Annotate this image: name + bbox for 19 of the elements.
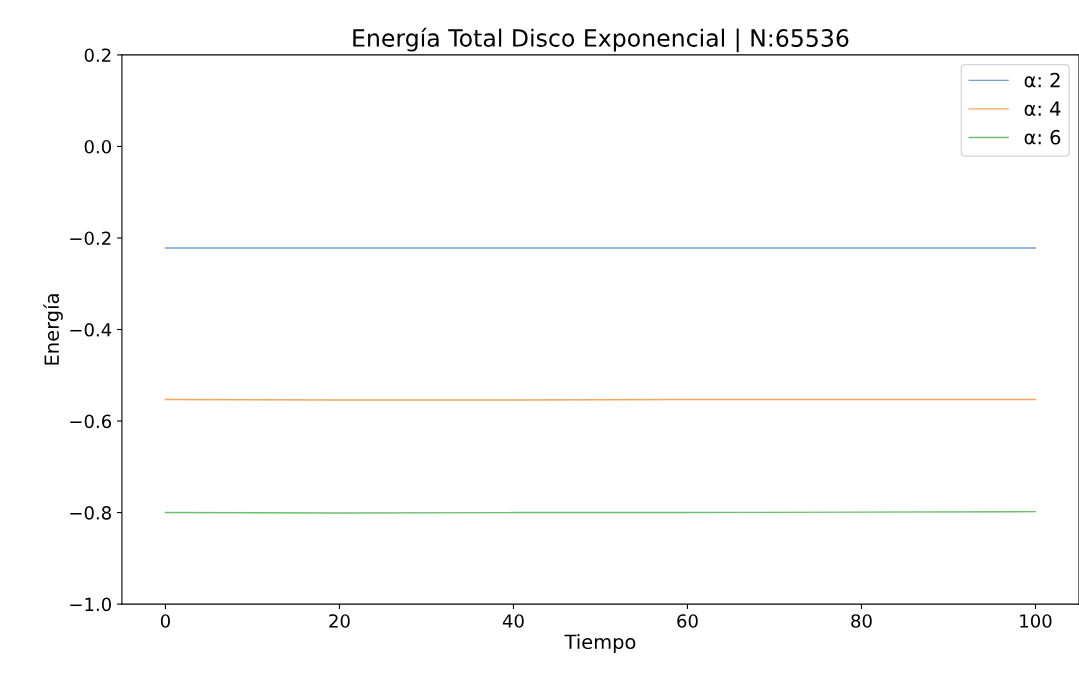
y-tick-label: −0.2	[70, 231, 111, 246]
y-tick-label: −0.4	[70, 322, 112, 337]
legend-label: α: 2	[1024, 72, 1060, 88]
y-axis-title: Energía	[43, 294, 63, 365]
x-tick-label: 20	[329, 614, 350, 628]
x-tick-label: 40	[502, 614, 524, 628]
legend-label: α: 4	[1024, 101, 1061, 116]
legend-label: α: 6	[1024, 129, 1061, 145]
chart-title: Energía Total Disco Exponencial | N:65536	[353, 27, 849, 53]
x-tick-label: 0	[160, 614, 170, 628]
x-tick-label: 100	[1020, 614, 1052, 628]
y-tick-label: −1.0	[70, 597, 112, 612]
y-tick-label: −0.6	[70, 414, 112, 429]
y-tick-label: 0.2	[84, 48, 111, 63]
x-axis-title: Tiempo	[564, 634, 636, 653]
y-tick-label: −0.8	[70, 506, 111, 520]
x-tick-label: 60	[677, 614, 698, 628]
x-tick-label: 80	[851, 614, 872, 628]
y-tick-label: 0.0	[84, 139, 112, 154]
